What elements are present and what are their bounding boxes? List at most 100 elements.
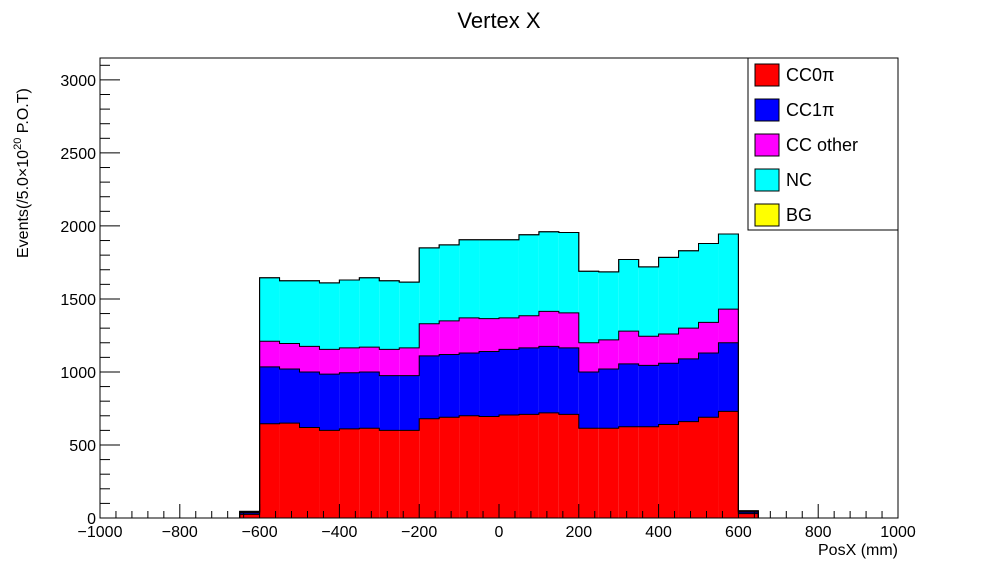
legend-swatch-0 [754, 63, 780, 87]
bar-2-22 [678, 328, 699, 359]
bar-1-16 [558, 347, 579, 415]
stack-outlines [239, 231, 759, 518]
bar-1-13 [499, 349, 519, 416]
legend: CC0π CC1π CC other NC BG [747, 57, 899, 231]
bar-0-23 [698, 417, 719, 518]
bar-2-14 [518, 315, 539, 348]
bar-0-1 [259, 423, 280, 518]
bar-1-8 [399, 375, 420, 431]
bar-1-10 [439, 354, 460, 418]
y-axis-label: Events(/5.0×1020 P.O.T) [12, 88, 32, 258]
outline-0 [239, 410, 759, 518]
bar-0-5 [339, 428, 360, 518]
bar-3-22 [678, 250, 699, 329]
legend-swatch-3 [754, 168, 780, 192]
bar-0-11 [459, 415, 480, 518]
bar-3-8 [399, 282, 420, 348]
bar-0-14 [518, 414, 539, 518]
bar-1-25 [738, 512, 759, 514]
x-tick-label: 200 [565, 524, 592, 541]
legend-label-1: CC1π [786, 100, 834, 120]
bar-3-20 [638, 266, 659, 337]
bar-1-20 [638, 365, 659, 427]
bar-1-5 [339, 372, 360, 429]
bar-3-18 [598, 271, 619, 340]
bar-1-11 [459, 352, 480, 416]
bar-3-17 [578, 271, 599, 343]
bar-0-9 [419, 418, 440, 518]
bar-2-19 [618, 331, 639, 364]
y-axis: 0 500 1000 1500 2000 2500 3000 [60, 64, 120, 528]
x-tick-label: −800 [162, 524, 198, 541]
bar-0-19 [618, 426, 639, 518]
bar-3-9 [419, 247, 440, 324]
outline-1 [239, 342, 759, 518]
bar-2-8 [399, 347, 420, 376]
bar-1-4 [319, 374, 340, 431]
x-axis-label: PosX (mm) [818, 542, 898, 559]
bar-2-9 [419, 323, 440, 356]
y-axis-label-prefix: Events(/5.0×10 [15, 150, 32, 258]
bar-3-7 [379, 280, 400, 350]
bar-2-15 [538, 311, 559, 347]
outline-2 [239, 308, 759, 518]
y-tick-label: 500 [69, 438, 96, 455]
bar-2-3 [299, 346, 320, 372]
bar-0-13 [499, 415, 519, 518]
bar-0-21 [658, 424, 679, 518]
bar-0-22 [678, 421, 699, 518]
y-tick-label: 1500 [60, 292, 96, 309]
legend-label-0: CC0π [786, 65, 834, 85]
bar-0-24 [718, 411, 739, 518]
x-tick-label: −600 [242, 524, 278, 541]
bar-3-12 [479, 239, 499, 319]
bar-0-0 [239, 514, 260, 518]
bar-0-18 [598, 428, 619, 518]
bar-3-24 [718, 233, 739, 310]
bar-1-2 [279, 369, 300, 424]
bar-0-8 [399, 430, 420, 518]
bar-2-1 [259, 341, 280, 367]
bar-1-12 [479, 351, 499, 417]
x-tick-label: −1000 [78, 524, 123, 541]
bar-0-4 [319, 430, 340, 518]
bar-1-24 [718, 342, 739, 412]
bar-2-4 [319, 349, 340, 375]
bar-2-16 [558, 312, 579, 348]
chart-title: Vertex X [457, 8, 540, 33]
outline-4 [239, 231, 759, 518]
bar-1-22 [678, 358, 699, 422]
bar-2-13 [499, 317, 519, 350]
bar-0-16 [558, 414, 579, 518]
bar-1-23 [698, 352, 719, 418]
legend-swatch-1 [754, 98, 780, 122]
bar-2-24 [718, 309, 739, 343]
bar-2-5 [339, 347, 360, 373]
bar-0-7 [379, 430, 400, 518]
bar-3-19 [618, 259, 639, 332]
bar-1-6 [359, 371, 380, 429]
bar-2-2 [279, 343, 300, 370]
bar-1-7 [379, 375, 400, 431]
bar-2-12 [479, 318, 499, 352]
bar-1-18 [598, 369, 619, 429]
legend-label-3: NC [786, 170, 812, 190]
x-tick-label: −200 [401, 524, 437, 541]
bar-0-6 [359, 428, 380, 518]
bar-3-23 [698, 243, 719, 323]
x-tick-label: 400 [645, 524, 672, 541]
stacked-histogram [239, 231, 759, 518]
bar-2-11 [459, 317, 480, 353]
bar-1-0 [239, 512, 260, 515]
bar-2-23 [698, 322, 719, 353]
bar-2-20 [638, 336, 659, 366]
x-axis: −1000 −800 −600 −400 −200 0 200 400 600 800 1000 [78, 504, 916, 541]
bar-3-16 [558, 232, 579, 313]
bar-2-18 [598, 339, 619, 370]
legend-label-2: CC other [786, 135, 858, 155]
bar-3-11 [459, 239, 480, 318]
y-tick-label: 2500 [60, 146, 96, 163]
bar-3-13 [499, 239, 519, 318]
bar-1-19 [618, 363, 639, 427]
